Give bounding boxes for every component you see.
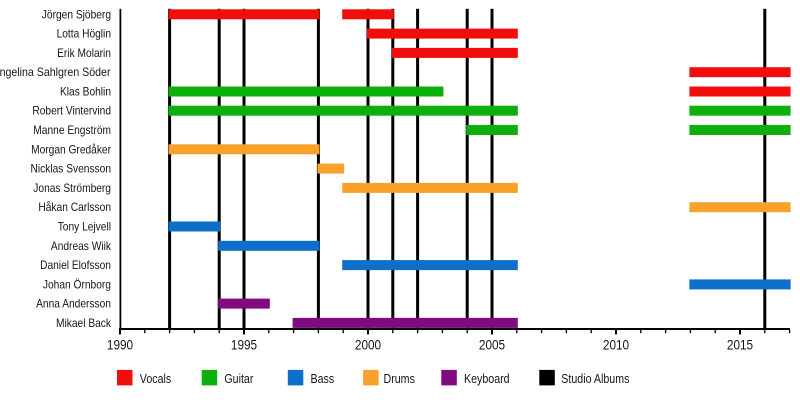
svg-text:Daniel Elofsson: Daniel Elofsson (40, 258, 111, 272)
svg-text:Angelina Sahlgren Söder: Angelina Sahlgren Söder (0, 65, 111, 79)
svg-text:Guitar: Guitar (224, 371, 254, 386)
svg-text:Nicklas Svensson: Nicklas Svensson (31, 162, 112, 176)
svg-text:Erik Molarin: Erik Molarin (57, 46, 111, 60)
svg-text:Mikael Back: Mikael Back (56, 316, 112, 330)
svg-text:2015: 2015 (727, 337, 753, 353)
svg-text:Manne Engström: Manne Engström (33, 123, 111, 137)
svg-text:Drums: Drums (384, 371, 416, 386)
svg-text:2000: 2000 (355, 337, 381, 353)
svg-text:Klas Bohlin: Klas Bohlin (60, 85, 111, 99)
svg-text:Tony Lejvell: Tony Lejvell (58, 220, 111, 234)
svg-text:Anna Andersson: Anna Andersson (36, 297, 111, 311)
svg-text:Håkan Carlsson: Håkan Carlsson (38, 200, 111, 214)
svg-text:Robert Vintervind: Robert Vintervind (32, 104, 111, 118)
svg-text:Bass: Bass (311, 371, 335, 386)
svg-text:Andreas Wiik: Andreas Wiik (51, 239, 112, 253)
svg-text:Jörgen Sjöberg: Jörgen Sjöberg (42, 7, 111, 21)
svg-text:2010: 2010 (603, 337, 629, 353)
svg-text:1990: 1990 (107, 337, 133, 353)
svg-text:2005: 2005 (479, 337, 505, 353)
svg-text:Lotta Höglin: Lotta Höglin (57, 27, 111, 41)
svg-text:Vocals: Vocals (140, 371, 172, 386)
svg-text:Jonas Strömberg: Jonas Strömberg (33, 181, 111, 195)
svg-text:Keyboard: Keyboard (464, 371, 510, 386)
svg-text:Morgan Gredåker: Morgan Gredåker (31, 142, 111, 156)
svg-text:Studio Albums: Studio Albums (561, 371, 630, 386)
svg-text:1995: 1995 (231, 337, 257, 353)
svg-text:Johan Örnborg: Johan Örnborg (43, 277, 111, 291)
